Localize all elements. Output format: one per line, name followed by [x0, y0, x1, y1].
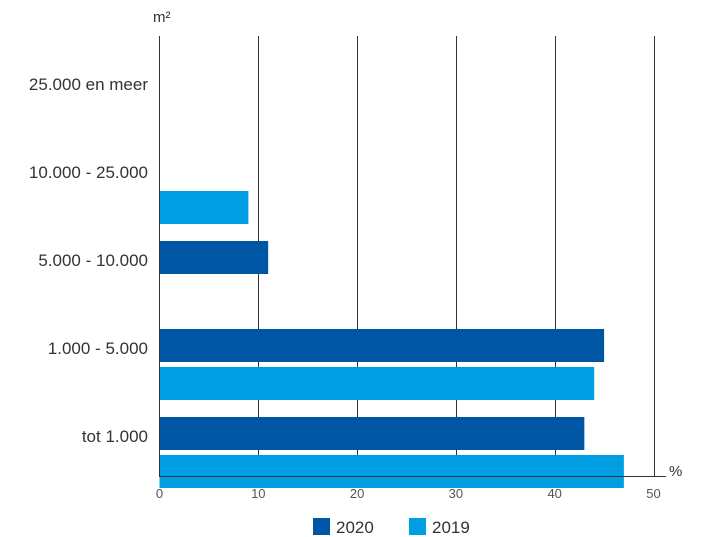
- x-tick-label: 50: [646, 486, 660, 501]
- bar-2020: [159, 417, 585, 450]
- x-unit-label: %: [669, 463, 682, 480]
- bar-2019: [159, 367, 595, 400]
- category-label: 10.000 - 25.000: [29, 163, 148, 182]
- x-tick-label: 10: [251, 486, 265, 501]
- x-tick-label: 20: [350, 486, 364, 501]
- legend: 2020 2019: [313, 518, 470, 537]
- x-tick-label: 30: [449, 486, 463, 501]
- legend-label: 2020: [336, 518, 374, 537]
- y-unit-label: m²: [153, 9, 171, 26]
- bar-2020: [159, 329, 605, 362]
- x-tick-label: 40: [547, 486, 561, 501]
- legend-swatch-2020: [313, 518, 330, 535]
- legend-swatch-2019: [409, 518, 426, 535]
- bar-2020: [159, 241, 269, 274]
- bar-2019: [159, 455, 624, 488]
- x-tick-labels: 0 10 20 30 40 50: [156, 486, 661, 501]
- x-tick-label: 0: [156, 486, 163, 501]
- axes: [159, 36, 666, 477]
- category-label: 25.000 en meer: [29, 75, 148, 94]
- bars: [159, 191, 624, 488]
- gridlines: [258, 36, 655, 476]
- category-label: 5.000 - 10.000: [38, 251, 148, 270]
- category-labels: 25.000 en meer 10.000 - 25.000 5.000 - 10.…: [29, 75, 148, 446]
- category-label: 1.000 - 5.000: [48, 339, 148, 358]
- bar-2019: [159, 191, 249, 224]
- legend-label: 2019: [432, 518, 470, 537]
- category-label: tot 1.000: [82, 427, 148, 446]
